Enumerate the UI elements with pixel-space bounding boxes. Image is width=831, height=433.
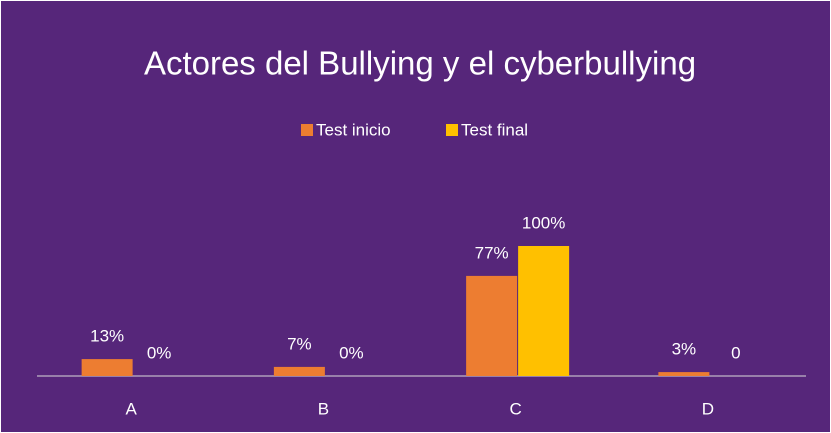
value-label: 7% <box>287 334 312 353</box>
legend-label: Test inicio <box>316 120 391 139</box>
value-label: 0% <box>147 343 172 362</box>
value-label: 3% <box>672 340 697 359</box>
legend-swatch <box>301 124 313 136</box>
x-tick-label: B <box>318 399 329 418</box>
value-label: 13% <box>90 327 124 346</box>
bar <box>658 372 710 376</box>
value-label: 100% <box>522 213 565 232</box>
x-tick-label: D <box>702 399 714 418</box>
bar <box>518 246 570 376</box>
value-label: 0% <box>339 343 364 362</box>
legend-label: Test final <box>461 120 528 139</box>
x-tick-label: A <box>125 399 137 418</box>
bar <box>273 366 325 376</box>
bar <box>466 275 518 376</box>
chart-title: Actores del Bullying y el cyberbullying <box>144 45 696 82</box>
legend-swatch <box>446 124 458 136</box>
value-label: 0 <box>731 343 740 362</box>
x-tick-label: C <box>509 399 521 418</box>
value-label: 77% <box>475 243 509 262</box>
bar <box>81 359 133 376</box>
